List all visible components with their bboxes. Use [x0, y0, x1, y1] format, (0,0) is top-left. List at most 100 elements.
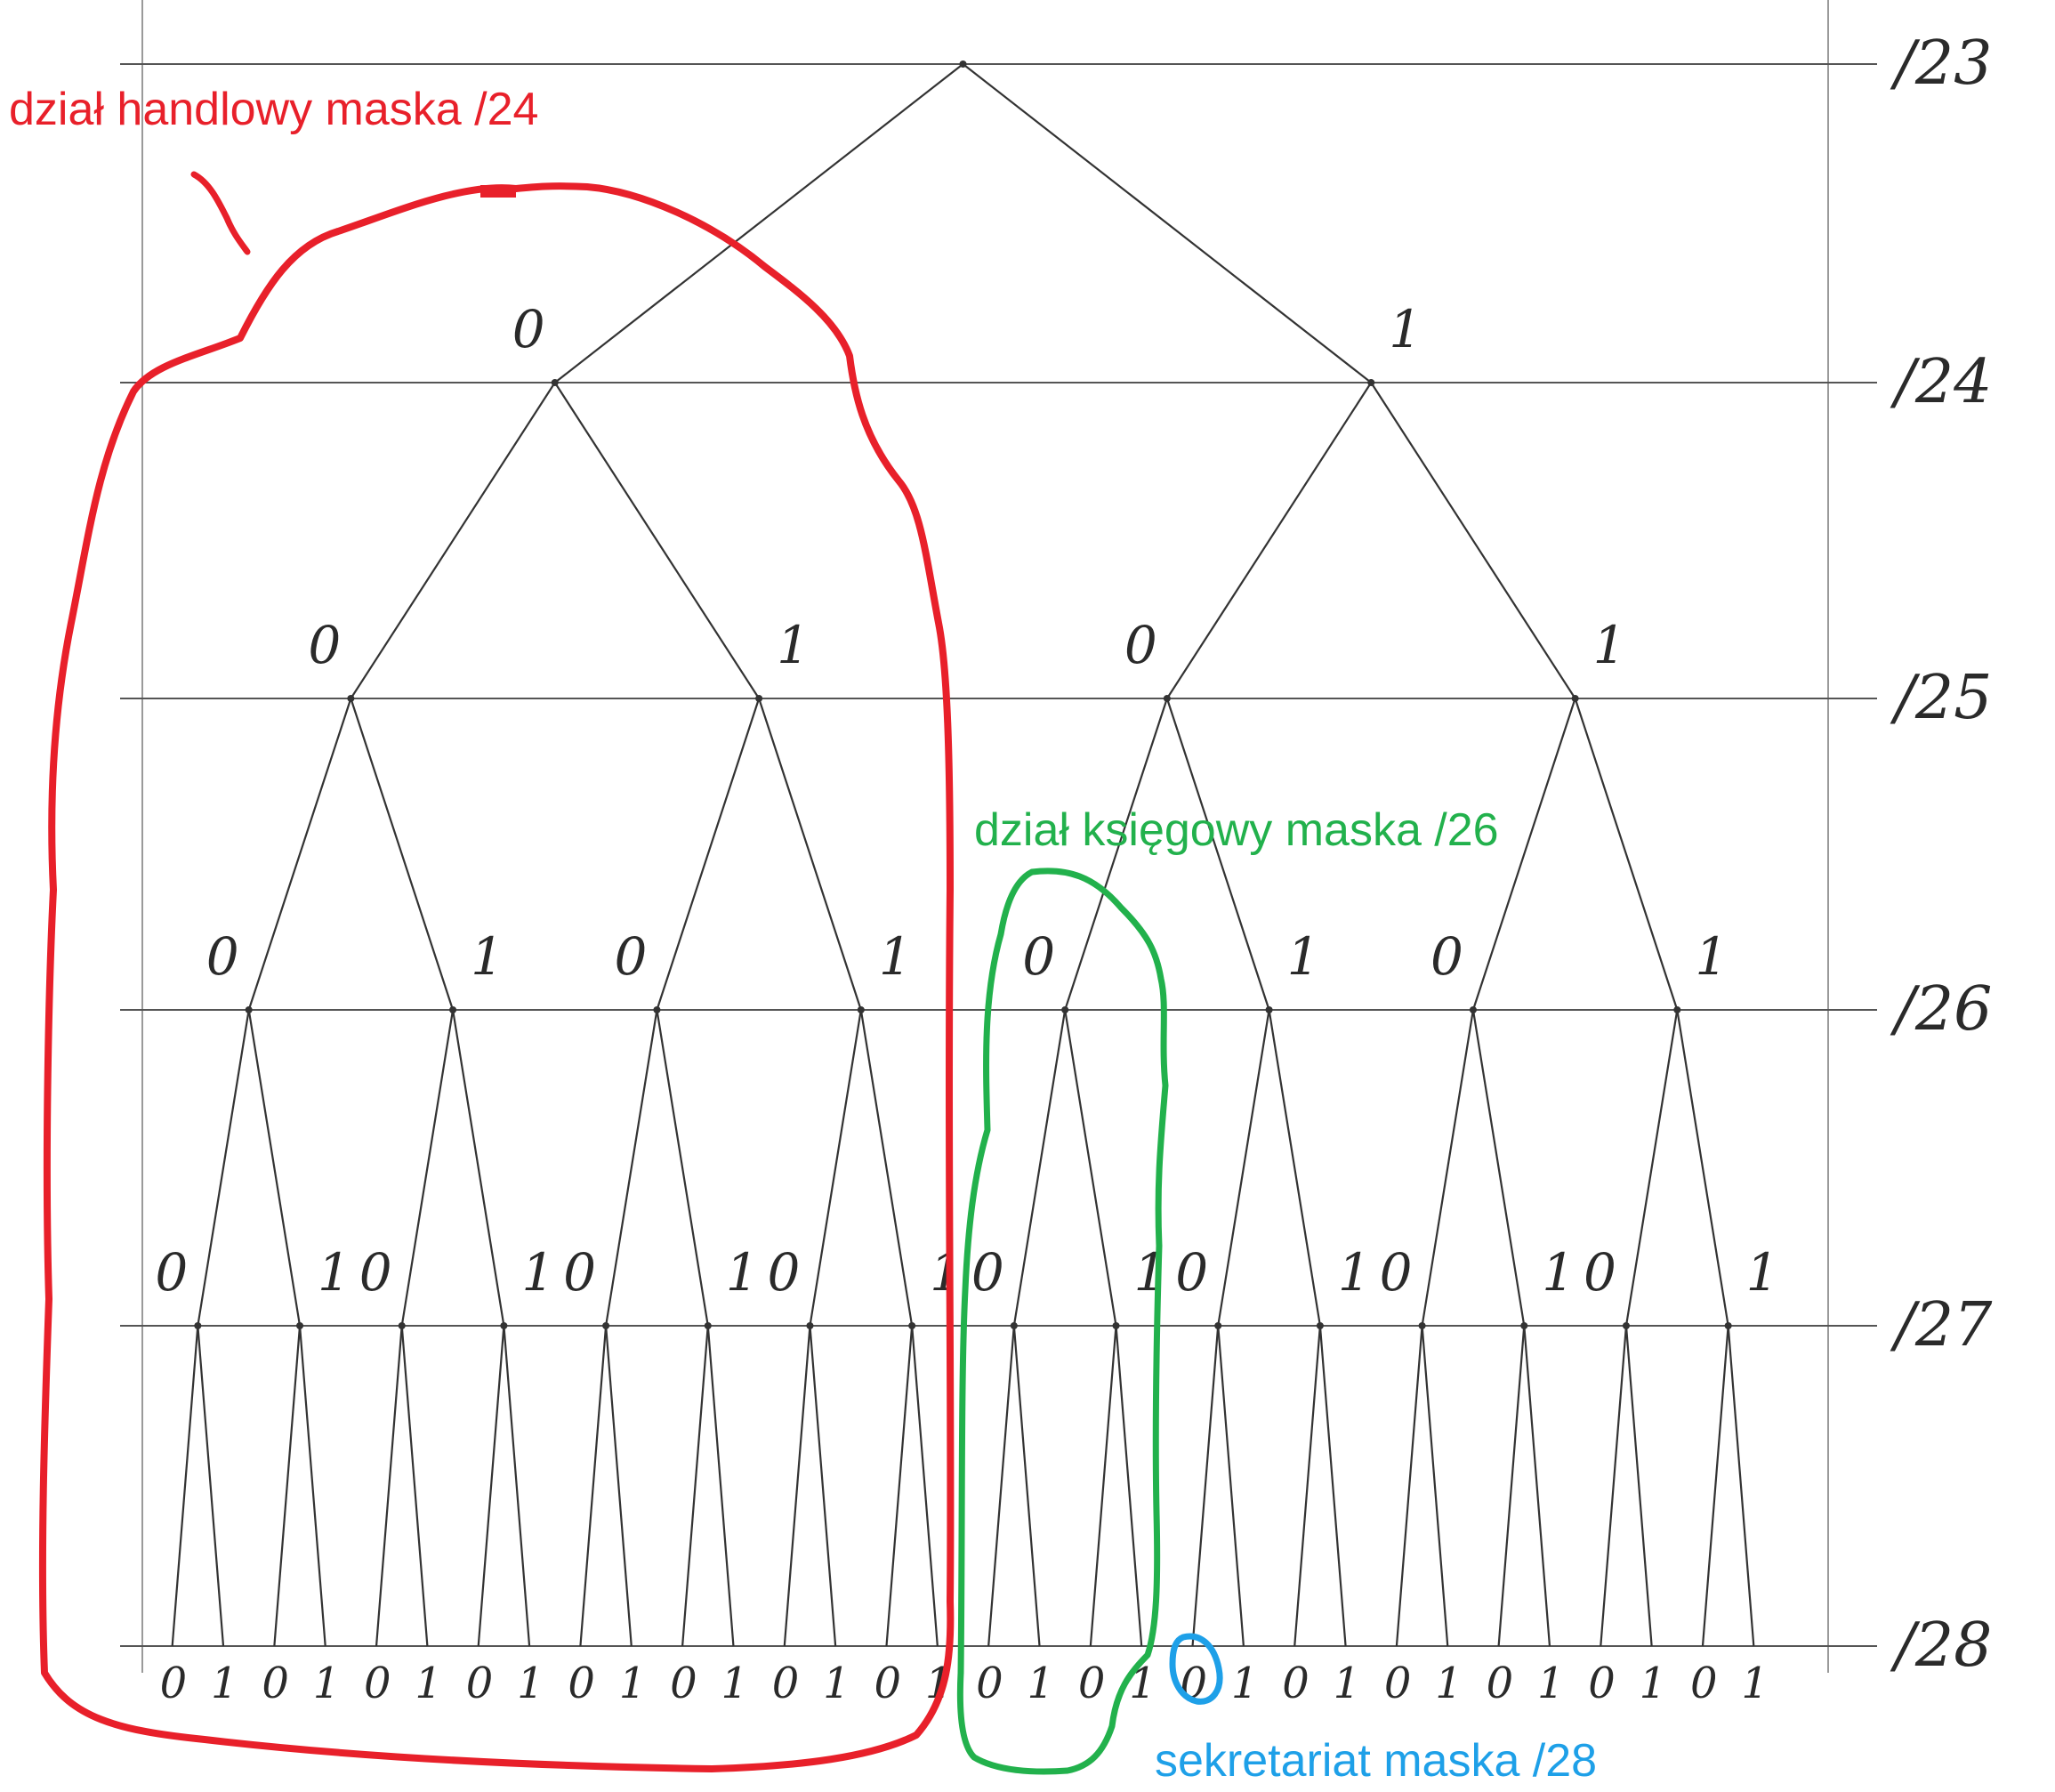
bit-labels: 0 10 1 0 10 1 0 1 0 1 0 10 1 0 1 0 1 0 1 0 1 0 1 0 1 0 1	[155, 299, 1778, 1303]
tree-node	[1265, 1006, 1273, 1013]
mask-label: /24	[1890, 347, 1992, 417]
leaf-bit-label: 0	[976, 1659, 1003, 1708]
tree-edge	[885, 1325, 914, 1647]
tree-edge	[1701, 1325, 1729, 1647]
leaf-bit-label: 0	[1078, 1659, 1106, 1708]
tree-edge	[554, 63, 964, 383]
bit-label: 1	[521, 1242, 554, 1303]
tree-edge	[197, 1009, 250, 1327]
leaf-bit-label: 0	[160, 1659, 188, 1708]
tree-node	[806, 1322, 814, 1329]
tree-edge	[197, 1325, 225, 1647]
leaf-bit-label: 1	[517, 1659, 544, 1708]
mask-label: /25	[1890, 663, 1992, 733]
tree-edge	[962, 63, 1372, 383]
tree-node	[1061, 1006, 1069, 1013]
tree-edge	[1421, 1325, 1449, 1647]
bit-label: 0	[1175, 1242, 1208, 1303]
tree-edge	[706, 1325, 735, 1647]
tree-edge	[809, 1009, 862, 1327]
bit-label: 0	[1124, 615, 1157, 675]
tree-node	[347, 695, 355, 702]
tree-edge	[1471, 698, 1576, 1011]
tree-edge	[1217, 1325, 1245, 1647]
tree-edge	[1471, 1009, 1526, 1327]
tree-edge	[1574, 698, 1679, 1011]
tree-edge	[758, 698, 862, 1011]
tree-edge	[859, 1009, 914, 1327]
tree-edge	[1064, 698, 1168, 1011]
leaf-bit-label: 1	[1231, 1659, 1259, 1708]
bit-label: 0	[1380, 1242, 1413, 1303]
tree-node	[1520, 1322, 1528, 1329]
tree-edge	[1268, 1009, 1321, 1327]
tree-edge	[1165, 382, 1373, 699]
handlowy-pointer	[190, 171, 251, 255]
tree-edge	[1318, 1325, 1347, 1647]
leaf-bit-label: 1	[1741, 1659, 1769, 1708]
bit-label: 0	[971, 1242, 1004, 1303]
tree-node	[398, 1322, 406, 1329]
tree-edge	[1421, 1009, 1475, 1327]
leaf-bit-label: 0	[1384, 1659, 1412, 1708]
tree-edge	[350, 382, 556, 699]
mask-label: /28	[1890, 1610, 1992, 1681]
leaf-bit-label: 0	[772, 1659, 800, 1708]
tree-edge	[273, 1325, 302, 1647]
leaf-bit-label: 0	[568, 1659, 595, 1708]
ksiegowy-label: dział księgowy maska /26	[974, 804, 1499, 856]
tree-edge	[477, 1325, 505, 1647]
tree-edge	[1497, 1325, 1526, 1647]
tree-edge	[298, 1325, 326, 1647]
ksiegowy-outline	[956, 868, 1169, 1775]
tree-node	[1367, 379, 1375, 386]
bit-label: 1	[318, 1242, 351, 1303]
tree-edge	[400, 1325, 429, 1647]
tree-node	[551, 379, 559, 386]
tree-node	[755, 695, 763, 702]
tree-edge	[247, 698, 352, 1011]
tree-node	[1214, 1322, 1222, 1329]
mask-label: /23	[1890, 28, 1992, 99]
tree-node	[1112, 1322, 1120, 1329]
tree-edge	[553, 382, 761, 699]
tree-edge	[350, 698, 455, 1011]
mask-labels: /23/24/25/26/27/28	[1890, 28, 1993, 1681]
tree-edge	[1523, 1325, 1551, 1647]
tree-edge	[1727, 1325, 1755, 1647]
tree-node	[1163, 695, 1171, 702]
tree-node	[194, 1322, 202, 1329]
bit-label: 0	[767, 1242, 800, 1303]
bit-label: 0	[563, 1242, 596, 1303]
bit-label: 1	[1746, 1242, 1779, 1303]
tree-node	[1673, 1006, 1681, 1013]
leaf-bit-label: 0	[466, 1659, 494, 1708]
tree-node	[959, 61, 967, 68]
leaf-bit-label: 0	[1690, 1659, 1718, 1708]
bit-label: 1	[1338, 1242, 1371, 1303]
tree-edge	[987, 1325, 1015, 1647]
tree-edge	[783, 1325, 811, 1647]
tree-node	[1622, 1322, 1630, 1329]
tree-node	[653, 1006, 661, 1013]
tree-edge	[451, 1009, 505, 1327]
leaf-bit-label: 0	[1282, 1659, 1310, 1708]
bit-label: 0	[512, 299, 545, 359]
tree-node	[1316, 1322, 1324, 1329]
bit-label: 0	[155, 1242, 188, 1303]
tree-edge	[579, 1325, 608, 1647]
bit-label: 1	[1695, 926, 1728, 987]
tree-node	[1571, 695, 1579, 702]
sekretariat-label: sekretariat maska /28	[1155, 1735, 1597, 1787]
tree-node	[1010, 1322, 1018, 1329]
bit-label: 1	[1542, 1242, 1575, 1303]
tree-edge	[656, 698, 761, 1011]
level-lines	[120, 63, 1877, 1647]
bit-label: 1	[471, 926, 504, 987]
tree-edge	[400, 1009, 455, 1327]
tree-node	[704, 1322, 712, 1329]
tree-edge	[1395, 1325, 1423, 1647]
tree-edge	[1115, 1325, 1143, 1647]
tree-edges	[171, 61, 1755, 1647]
